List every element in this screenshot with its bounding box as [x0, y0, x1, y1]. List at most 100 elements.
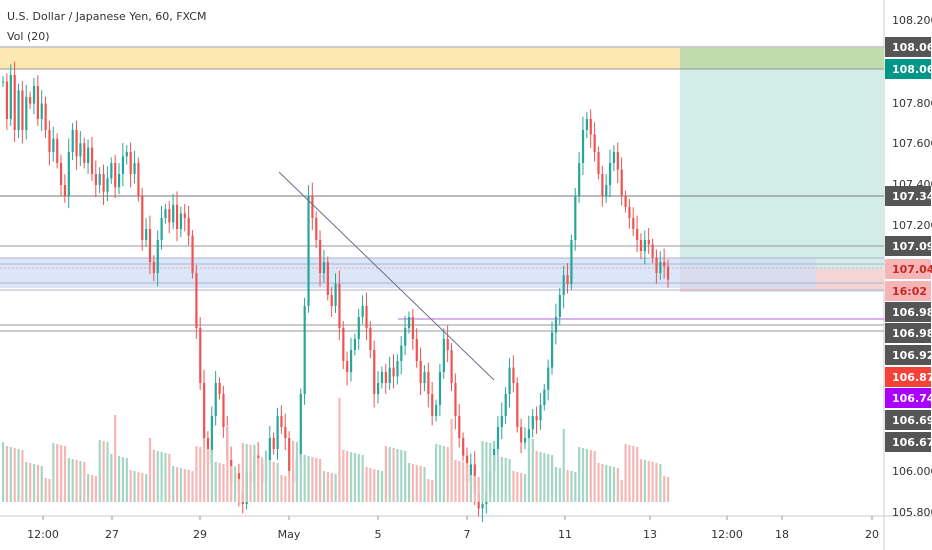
volume-bar: [643, 460, 647, 502]
price-tag-label: 16:02: [892, 285, 927, 298]
chart-title: U.S. Dollar / Japanese Yen, 60, FXCM: [7, 10, 207, 23]
volume-bar: [98, 440, 101, 502]
candle-body: [179, 213, 183, 229]
volume-bar: [547, 454, 550, 502]
candle-body: [319, 240, 322, 273]
volume-bar: [137, 472, 140, 502]
candle-body: [578, 163, 581, 196]
volume-bar: [570, 471, 573, 502]
candle-body: [469, 464, 473, 482]
candle-body: [500, 416, 503, 427]
candle-body: [338, 284, 341, 328]
candle-body: [400, 345, 403, 361]
volume-bar: [67, 458, 70, 502]
candle-body: [94, 174, 97, 185]
volume-bar: [114, 415, 117, 502]
candle-body: [396, 361, 399, 377]
candle-body: [628, 207, 631, 218]
volume-bar: [655, 463, 658, 502]
candle-body: [110, 163, 113, 179]
zone-overlap: [680, 48, 884, 69]
candle-body: [330, 295, 333, 306]
x-tick-label: May: [278, 528, 301, 541]
price-tag-bg: [885, 59, 931, 79]
candle-body: [438, 372, 442, 405]
candle-body: [222, 394, 225, 427]
candle-body: [106, 178, 109, 192]
volume-bar: [230, 466, 233, 502]
candle-body: [353, 339, 357, 350]
candle-body: [114, 163, 117, 188]
volume-bar: [531, 439, 534, 502]
volume-bar: [512, 471, 515, 502]
volume-bar: [214, 462, 217, 502]
candle-body: [145, 229, 148, 240]
price-tag-bg: [885, 388, 931, 408]
candle-body: [137, 163, 140, 196]
volume-bar: [288, 477, 291, 502]
volume-bar: [315, 458, 318, 502]
candle-body: [462, 438, 465, 456]
volume-bar: [210, 450, 213, 502]
volume-bar: [36, 465, 39, 502]
candle-body: [481, 504, 484, 509]
candle-body: [284, 427, 287, 438]
volume-indicator-label[interactable]: Vol (20): [7, 30, 50, 43]
volume-bar: [639, 459, 643, 502]
candle-body: [407, 317, 411, 328]
candle-body: [392, 367, 395, 377]
price-tag-106.877: 106.877: [885, 367, 932, 387]
candle-body: [636, 229, 639, 240]
price-tag-bg: [885, 302, 931, 322]
candle-body: [547, 367, 550, 390]
y-tick-label: 108.200: [892, 14, 932, 27]
volume-bar: [589, 450, 592, 502]
volume-bar: [349, 452, 353, 502]
candle-body: [148, 229, 152, 262]
candle-body: [411, 317, 415, 339]
volume-bar: [79, 461, 82, 502]
volume-bar: [415, 465, 418, 502]
candle-body: [334, 284, 337, 306]
x-tick-label: 12:00: [711, 528, 743, 541]
volume-bar: [535, 451, 538, 502]
volume-bar: [581, 448, 585, 502]
volume-bar: [175, 467, 179, 502]
candle-body: [195, 273, 198, 328]
candle-body: [102, 174, 105, 192]
x-tick-label: 7: [464, 528, 471, 541]
volume-bar: [400, 450, 403, 502]
candle-body: [288, 438, 291, 471]
volume-bar: [469, 475, 473, 502]
candle-body: [369, 328, 372, 350]
candle-body: [558, 295, 561, 317]
volume-bar: [481, 441, 484, 502]
volume-bar: [110, 454, 113, 502]
volume-bar: [485, 442, 488, 502]
volume-bar: [636, 447, 639, 502]
candle-body: [133, 163, 136, 174]
volume-bar: [543, 453, 546, 502]
candle-body: [187, 218, 190, 236]
volume-bar: [102, 441, 105, 502]
volume-bar: [601, 464, 604, 502]
candle-body: [172, 204, 175, 223]
volume-bar: [578, 447, 581, 502]
price-tag-bg: [885, 323, 931, 343]
candle-body: [520, 427, 523, 443]
candle-body: [175, 204, 179, 229]
candle-body: [601, 174, 604, 196]
volume-bar: [272, 462, 275, 502]
price-tag-bg: [885, 259, 931, 279]
volume-bar: [187, 470, 190, 502]
volume-bar: [261, 459, 264, 502]
volume-bar: [145, 474, 148, 502]
volume-bar: [527, 438, 531, 502]
volume-bar: [353, 453, 357, 502]
volume-bar: [249, 445, 252, 502]
candle-body: [83, 143, 86, 163]
x-tick-label: 12:00: [27, 528, 59, 541]
price-tag-label: 108.069: [892, 41, 932, 54]
volume-bar: [326, 472, 329, 502]
